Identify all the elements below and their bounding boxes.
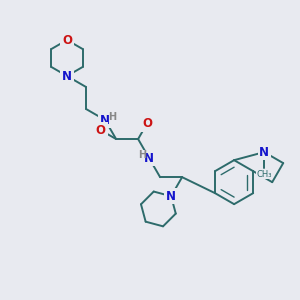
Text: N: N xyxy=(166,190,176,203)
Text: N: N xyxy=(144,152,154,165)
Text: O: O xyxy=(96,124,106,137)
Text: N: N xyxy=(259,146,269,159)
Text: H: H xyxy=(138,150,146,160)
Text: O: O xyxy=(142,117,152,130)
Text: N: N xyxy=(166,190,176,203)
Text: H: H xyxy=(108,112,116,122)
Text: N: N xyxy=(62,70,72,83)
Text: O: O xyxy=(62,34,72,46)
Text: CH₃: CH₃ xyxy=(256,169,272,178)
Text: N: N xyxy=(100,113,110,127)
